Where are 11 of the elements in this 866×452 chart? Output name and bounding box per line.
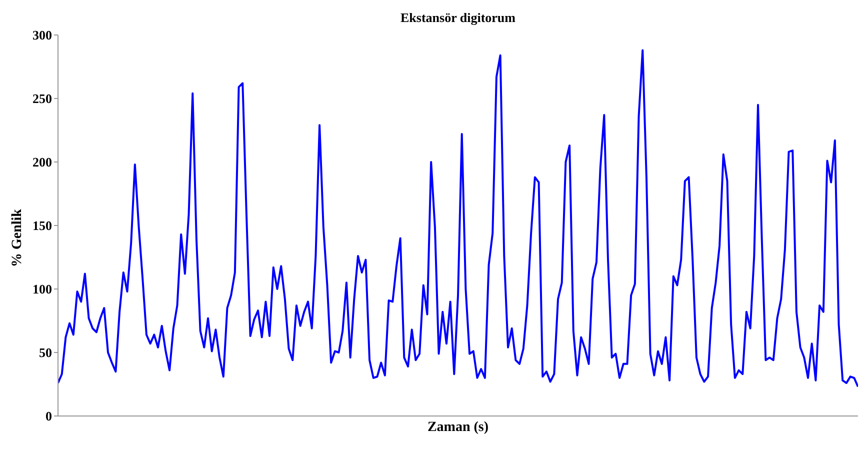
y-axis-title: % Genlik <box>9 208 26 269</box>
line-series <box>58 49 858 388</box>
x-axis-title: Zaman (s) <box>426 419 490 437</box>
chart-title: Ekstansör digitorum <box>400 10 516 26</box>
y-tick-label: 300 <box>32 28 52 43</box>
y-tick-label: 0 <box>46 408 52 424</box>
y-tick-label: 50 <box>39 345 52 360</box>
y-tick-label: 200 <box>32 154 52 170</box>
y-tick-label: 150 <box>32 218 52 234</box>
y-tick-label: 250 <box>32 91 52 106</box>
y-tick-label: 100 <box>32 282 52 297</box>
